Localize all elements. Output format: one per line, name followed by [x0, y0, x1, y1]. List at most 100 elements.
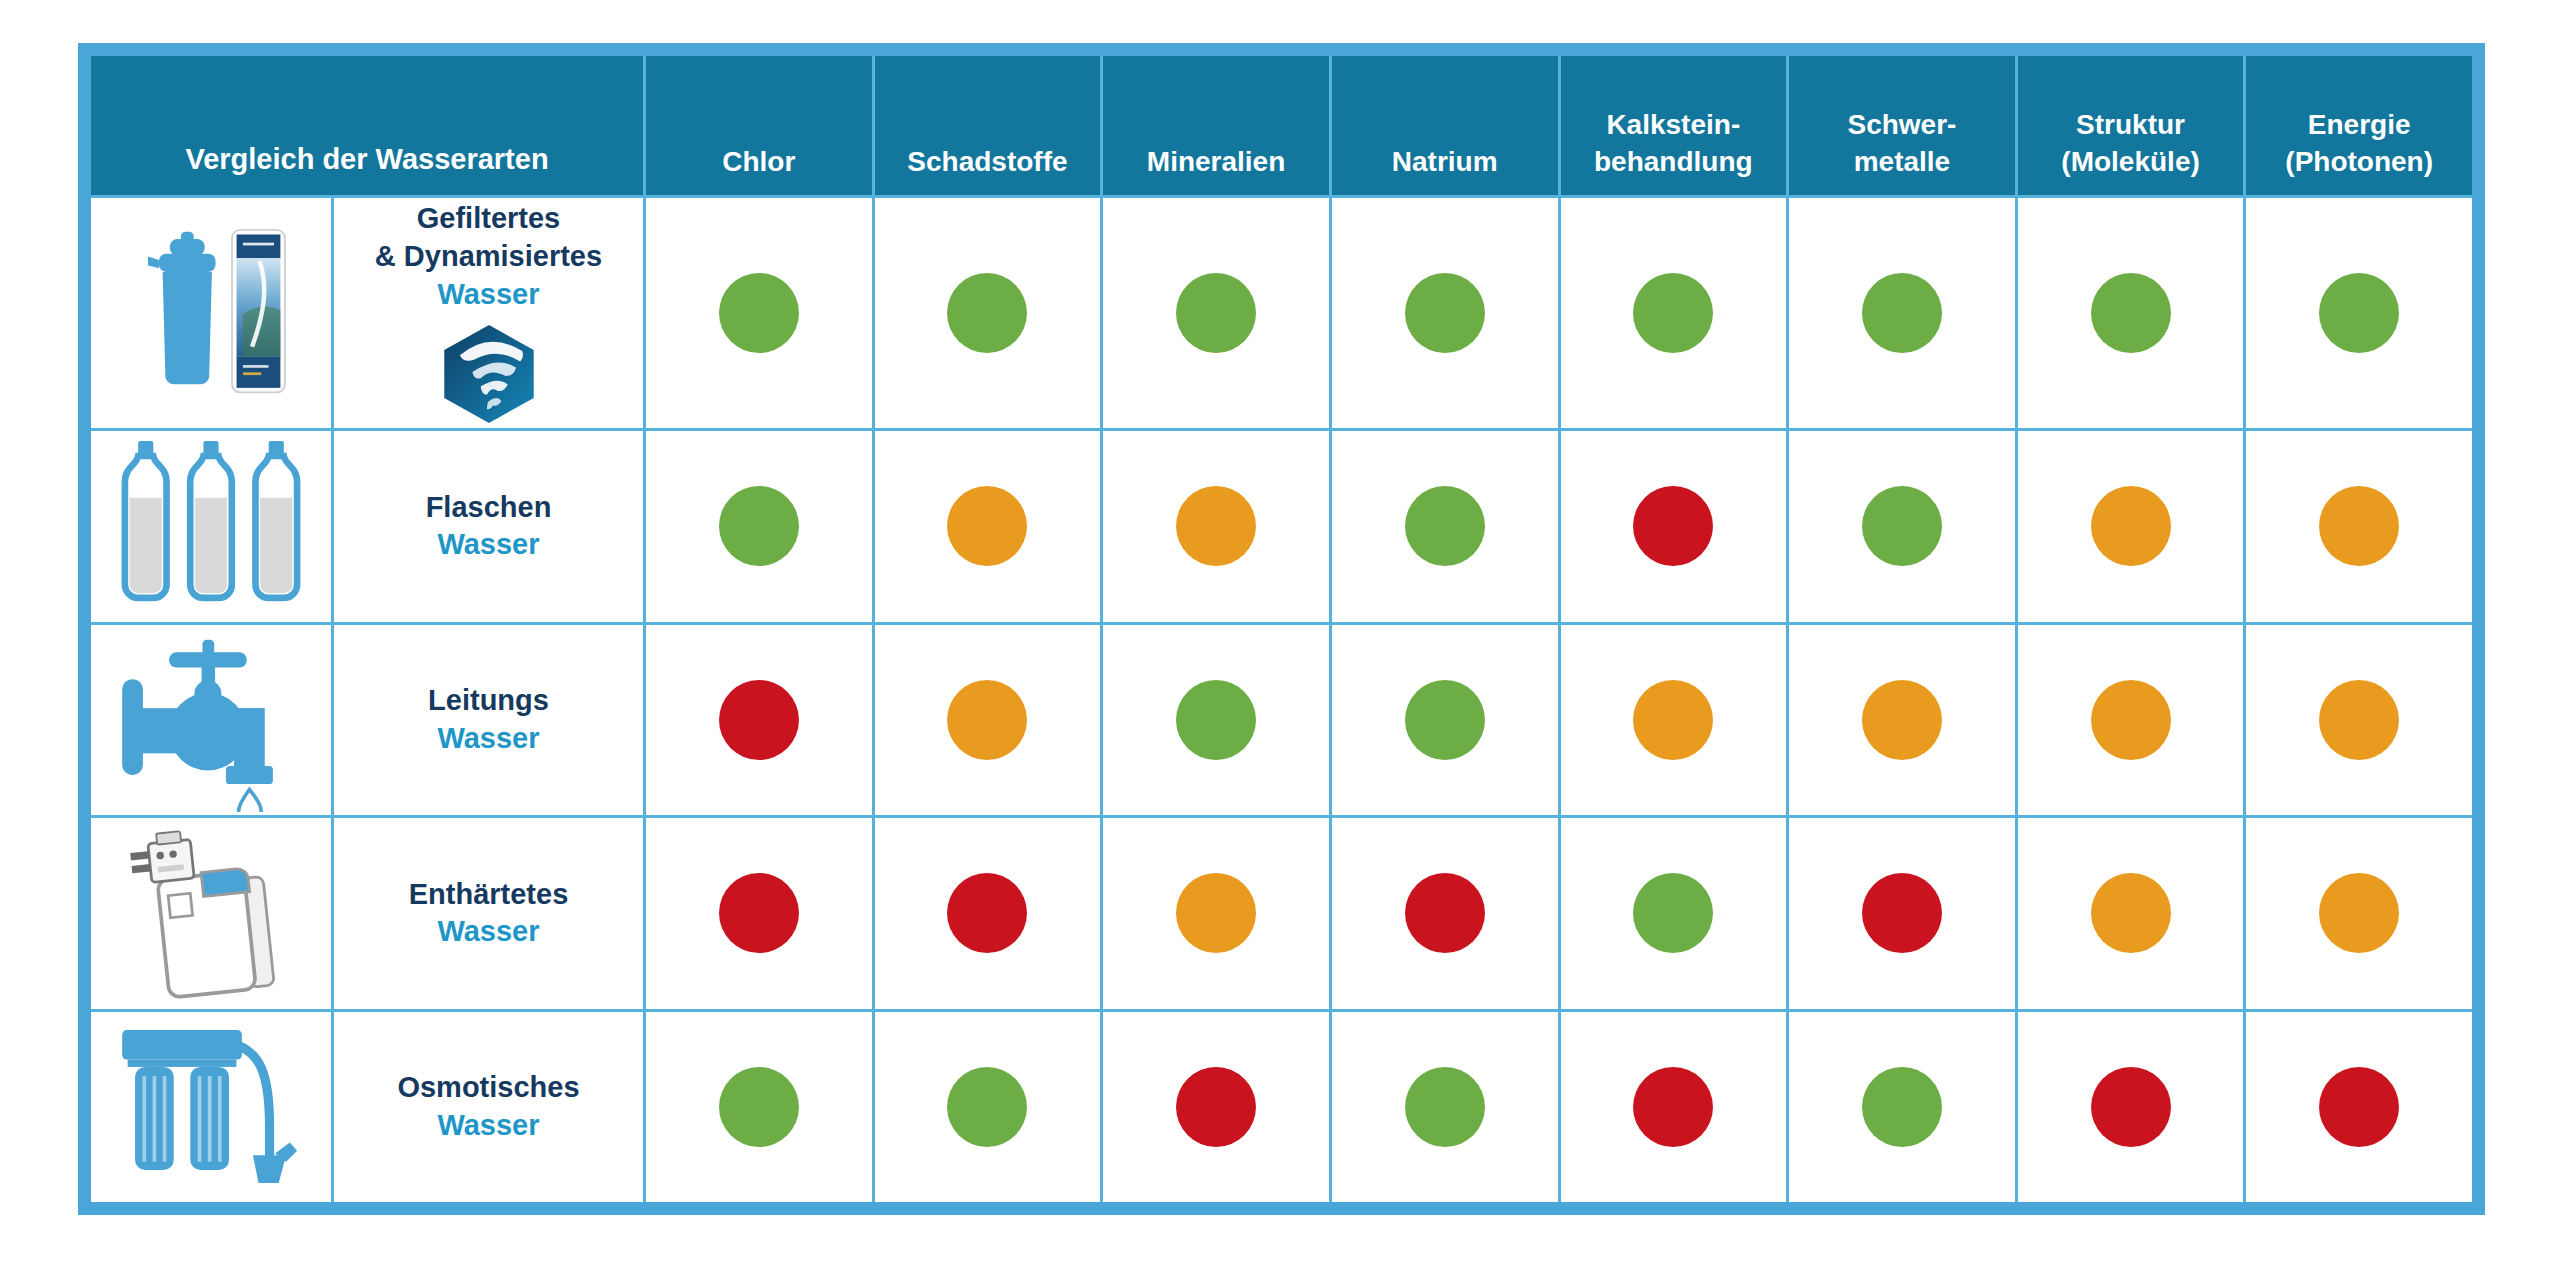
rating-dot: [1176, 1067, 1256, 1147]
rating-cell: [2246, 431, 2472, 622]
rating-dot: [2091, 273, 2171, 353]
rating-cell: [1332, 198, 1558, 428]
rating-cell: [2018, 818, 2244, 1009]
rating-cell: [646, 1012, 872, 1203]
column-header-energie: Energie (Photonen): [2246, 56, 2472, 195]
column-header-schwermetalle: Schwer- metalle: [1789, 56, 2015, 195]
rating-dot: [719, 680, 799, 760]
rating-dot: [2091, 680, 2171, 760]
table-title: Vergleich der Wasserarten: [91, 56, 643, 195]
rating-cell: [646, 818, 872, 1009]
rating-dot: [947, 1067, 1027, 1147]
rating-cell: [2246, 1012, 2472, 1203]
row-icon-cell: [91, 431, 331, 622]
rating-cell: [2246, 198, 2472, 428]
row-label-cell: Enthärtetes Wasser: [334, 818, 643, 1009]
rating-dot: [1405, 873, 1485, 953]
rating-cell: [1561, 1012, 1787, 1203]
rating-dot: [1633, 1067, 1713, 1147]
column-header-natrium: Natrium: [1332, 56, 1558, 195]
rating-cell: [1103, 198, 1329, 428]
rating-cell: [875, 198, 1101, 428]
row-label-main: Enthärtetes: [409, 876, 569, 914]
rating-dot: [1176, 680, 1256, 760]
osmosis-filter-icon: [114, 1019, 309, 1194]
rating-dot: [1405, 273, 1485, 353]
row-label-cell: Leitungs Wasser: [334, 625, 643, 816]
rating-dot: [1405, 486, 1485, 566]
rating-cell: [1103, 625, 1329, 816]
row-label-sub: Wasser: [437, 1107, 539, 1145]
rating-cell: [875, 625, 1101, 816]
row-label-main: Leitungs: [428, 682, 549, 720]
rating-cell: [1789, 818, 2015, 1009]
tap-with-drop-icon: [114, 627, 309, 812]
rating-dot: [1862, 1067, 1942, 1147]
rating-dot: [1862, 273, 1942, 353]
rating-cell: [1103, 1012, 1329, 1203]
column-header-mineralien: Mineralien: [1103, 56, 1329, 195]
rating-cell: [646, 625, 872, 816]
rating-cell: [1332, 625, 1558, 816]
rating-cell: [646, 198, 872, 428]
rating-dot: [947, 273, 1027, 353]
rating-dot: [2319, 1067, 2399, 1147]
vortex-hexagon-logo: [437, 322, 541, 426]
rating-dot: [2319, 680, 2399, 760]
three-water-bottles-icon: [111, 439, 311, 614]
rating-cell: [1561, 198, 1787, 428]
column-header-kalksteinbehandlung: Kalkstein- behandlung: [1561, 56, 1787, 195]
rating-dot: [947, 486, 1027, 566]
rating-dot: [719, 486, 799, 566]
rating-dot: [719, 273, 799, 353]
rating-cell: [1561, 625, 1787, 816]
rating-dot: [2091, 486, 2171, 566]
rating-cell: [1789, 198, 2015, 428]
rating-dot: [1633, 273, 1713, 353]
rating-cell: [2246, 625, 2472, 816]
rating-cell: [1789, 1012, 2015, 1203]
column-header-schadstoffe: Schadstoffe: [875, 56, 1101, 195]
rating-dot: [1633, 680, 1713, 760]
row-icon-cell: [91, 198, 331, 428]
rating-dot: [2091, 1067, 2171, 1147]
rating-cell: [1789, 625, 2015, 816]
row-label-cell: Osmotisches Wasser: [334, 1012, 643, 1203]
rating-dot: [719, 1067, 799, 1147]
rating-cell: [1332, 431, 1558, 622]
rating-dot: [1862, 873, 1942, 953]
row-label-sub: Wasser: [437, 913, 539, 951]
rating-dot: [1862, 680, 1942, 760]
rating-cell: [1332, 818, 1558, 1009]
rating-dot: [2319, 873, 2399, 953]
rating-cell: [1103, 431, 1329, 622]
rating-dot: [1405, 1067, 1485, 1147]
water-filter-cartridge-and-product-tube-icon: [106, 218, 316, 408]
rating-cell: [1561, 818, 1787, 1009]
rating-dot: [2319, 273, 2399, 353]
rating-cell: [875, 1012, 1101, 1203]
water-softener-icon: [111, 821, 311, 1006]
column-header-chlor: Chlor: [646, 56, 872, 195]
rating-cell: [1103, 818, 1329, 1009]
column-header-struktur: Struktur (Moleküle): [2018, 56, 2244, 195]
row-label-main: Flaschen: [426, 489, 552, 527]
rating-cell: [1561, 431, 1787, 622]
rating-dot: [1405, 680, 1485, 760]
row-label-cell: Gefiltertes & Dynamisiertes Wasser: [334, 198, 643, 428]
rating-cell: [2018, 198, 2244, 428]
rating-cell: [875, 818, 1101, 1009]
row-icon-cell: [91, 1012, 331, 1203]
rating-dot: [947, 873, 1027, 953]
rating-dot: [719, 873, 799, 953]
rating-cell: [2018, 625, 2244, 816]
rating-cell: [875, 431, 1101, 622]
row-label-main: Gefiltertes & Dynamisiertes: [375, 200, 602, 275]
rating-dot: [1633, 486, 1713, 566]
rating-dot: [2319, 486, 2399, 566]
rating-cell: [2018, 1012, 2244, 1203]
rating-dot: [1862, 486, 1942, 566]
rating-cell: [2246, 818, 2472, 1009]
row-label-sub: Wasser: [437, 276, 539, 314]
rating-cell: [2018, 431, 2244, 622]
